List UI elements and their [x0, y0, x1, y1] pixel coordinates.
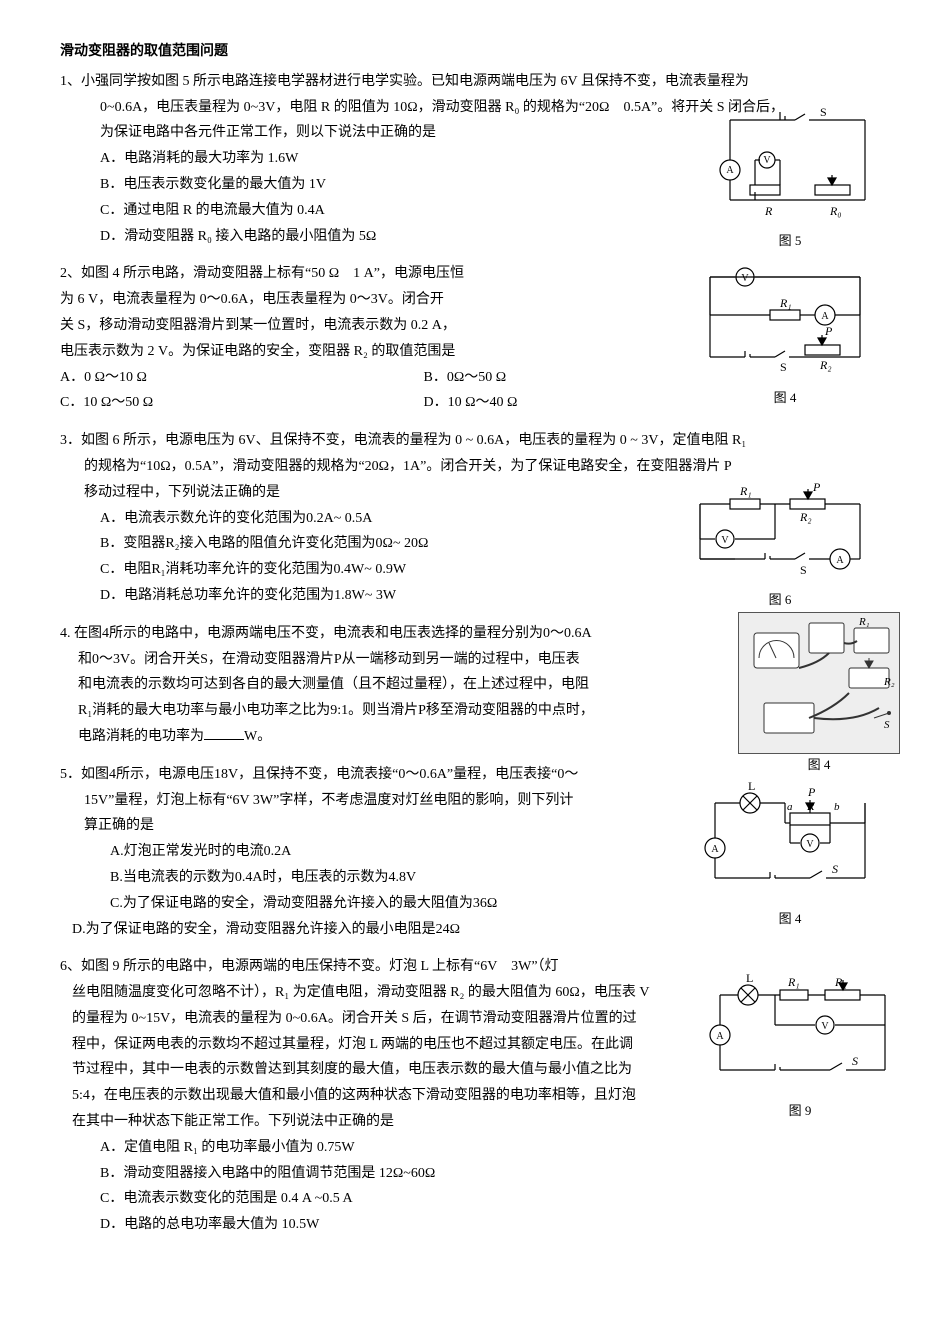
q6-opt-c: C．电流表示数变化的范围是 0.4 A ~0.5 A	[100, 1187, 895, 1211]
q6-opt-d: D．电路的总电功率最大值为 10.5W	[100, 1213, 895, 1237]
question-2: V A R₁ P R₂ S 图 4 2、如图 4 所示电路，滑动变阻器上标有“5…	[60, 262, 895, 415]
svg-text:V: V	[763, 155, 771, 166]
svg-text:R₁: R₁	[739, 484, 752, 498]
figure-9-label: 图 9	[700, 1100, 900, 1122]
svg-text:S: S	[780, 360, 787, 374]
svg-text:P: P	[824, 324, 833, 338]
svg-text:S: S	[884, 719, 890, 731]
question-1: A V S R R₀ 图 5 1、小强同学按如图 5 所示电路连接电学器材进行电…	[60, 70, 895, 249]
svg-text:R: R	[806, 799, 815, 813]
svg-text:L: L	[746, 971, 753, 985]
svg-text:P: P	[807, 785, 816, 799]
svg-text:A: A	[716, 1031, 724, 1042]
q2-opt-c: C．10 Ω～50 Ω	[60, 391, 240, 415]
figure-6-label: 图 6	[675, 589, 885, 611]
q2-opt-b: B．0Ω～50 Ω	[424, 366, 604, 390]
figure-9: L R₁ R₂ A V S 图 9	[700, 970, 900, 1122]
svg-text:V: V	[821, 1021, 829, 1032]
figure-4-q5: L a P R b A V S 图 4	[690, 778, 890, 930]
svg-text:S: S	[800, 563, 807, 577]
svg-text:R₀: R₀	[829, 204, 842, 218]
svg-text:V: V	[806, 839, 814, 850]
svg-text:R₂: R₂	[819, 358, 832, 372]
figure-5-label: 图 5	[695, 230, 885, 252]
question-4: R₁ R₂ S 图 4 4. 在图4所示的电路中，电源两端电压不变，电流表和电压…	[60, 622, 895, 749]
svg-text:R₁: R₁	[858, 616, 870, 628]
question-6: L R₁ R₂ A V S 图 9 6、如图 9 所示的电路中，电源两端的电压保…	[60, 955, 895, 1237]
svg-text:A: A	[711, 844, 719, 855]
svg-text:R₂: R₂	[883, 676, 895, 688]
svg-text:b: b	[834, 801, 840, 813]
svg-text:L: L	[748, 779, 755, 793]
q3-stem-2: 的规格为“10Ω，0.5A”，滑动变阻器的规格为“20Ω，1A”。闭合开关，为了…	[60, 455, 895, 479]
svg-text:R₂: R₂	[799, 510, 812, 524]
svg-text:S: S	[852, 1054, 858, 1068]
q1-stem-1: 1、小强同学按如图 5 所示电路连接电学器材进行电学实验。已知电源两端电压为 6…	[60, 70, 895, 94]
figure-5: A V S R R₀ 图 5	[695, 100, 885, 252]
svg-text:S: S	[820, 105, 827, 119]
figure-4-q4: R₁ R₂ S 图 4	[738, 612, 900, 776]
figure-4-q4-image: R₁ R₂ S	[738, 612, 900, 754]
q2-opt-d: D．10 Ω～40 Ω	[424, 391, 604, 415]
svg-text:P: P	[812, 480, 821, 494]
figure-6: R₁ P R₂ V A S 图 6	[675, 479, 885, 611]
svg-text:a: a	[787, 801, 793, 813]
svg-text:A: A	[821, 311, 829, 322]
q3-stem-1: 3．如图 6 所示，电源电压为 6V、且保持不变，电流表的量程为 0 ~ 0.6…	[60, 429, 895, 453]
svg-text:R₂: R₂	[834, 975, 847, 989]
figure-4-q2-label: 图 4	[685, 387, 885, 409]
svg-text:R: R	[764, 204, 773, 218]
svg-text:R₁: R₁	[779, 296, 792, 310]
svg-text:V: V	[721, 535, 729, 546]
question-5: L a P R b A V S 图 4 5．如图4所示，电源电压18V，且保持不…	[60, 763, 895, 942]
q2-opt-a: A．0 Ω～10 Ω	[60, 366, 240, 390]
question-3: R₁ P R₂ V A S 图 6 3．如图 6 所示，电源电压为 6V、且保持…	[60, 429, 895, 608]
q4-blank	[204, 725, 244, 740]
figure-4-q5-label: 图 4	[690, 908, 890, 930]
figure-4-q2: V A R₁ P R₂ S 图 4	[685, 257, 885, 409]
svg-text:A: A	[726, 165, 734, 176]
page-title: 滑动变阻器的取值范围问题	[60, 40, 895, 64]
svg-text:A: A	[836, 555, 844, 566]
q6-opt-a: A．定值电阻 R₁ 的电功率最小值为 0.75W	[100, 1136, 895, 1160]
svg-text:S: S	[832, 862, 838, 876]
svg-text:R₁: R₁	[787, 975, 800, 989]
q6-opt-b: B．滑动变阻器接入电路中的阻值调节范围是 12Ω~60Ω	[100, 1162, 895, 1186]
svg-text:V: V	[741, 273, 749, 284]
